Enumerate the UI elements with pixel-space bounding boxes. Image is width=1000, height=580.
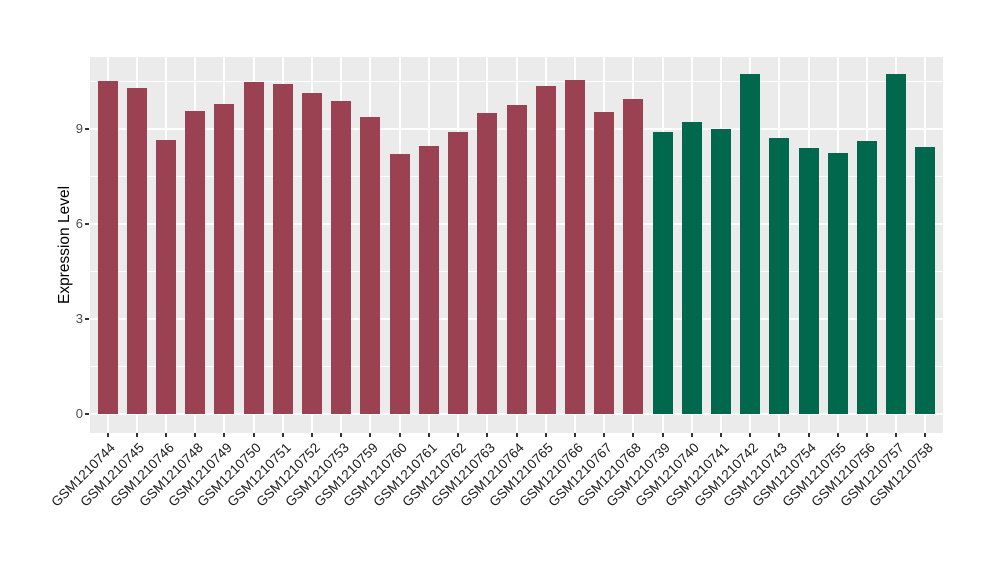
x-axis-tick [807, 433, 810, 437]
x-axis-tick [632, 433, 635, 437]
bar [360, 117, 381, 414]
x-axis-tick [369, 433, 372, 437]
x-axis-tick [281, 433, 284, 437]
x-axis-tick [778, 433, 781, 437]
bar [769, 137, 790, 414]
bar [389, 154, 410, 414]
bar [535, 86, 556, 414]
x-axis-tick [223, 433, 226, 437]
bar [915, 146, 936, 414]
y-axis-title: Expression Level [56, 185, 73, 305]
x-axis-tick [398, 433, 401, 437]
x-axis-tick [573, 433, 576, 437]
x-axis-tick [457, 433, 460, 437]
plot-panel [90, 57, 943, 433]
bar [506, 105, 527, 414]
y-tick-label: 0 [75, 405, 83, 421]
x-axis-tick [194, 433, 197, 437]
bar [418, 146, 439, 414]
bar [477, 113, 498, 414]
y-axis-tick [85, 317, 89, 320]
bar [681, 122, 702, 414]
bar [155, 140, 176, 414]
y-axis-tick [85, 412, 89, 415]
x-axis-tick [866, 433, 869, 437]
x-axis-tick [836, 433, 839, 437]
y-tick-label: 6 [75, 215, 83, 231]
x-axis-tick [427, 433, 430, 437]
bar [564, 80, 585, 414]
x-axis-tick [544, 433, 547, 437]
x-axis-tick [252, 433, 255, 437]
bar [302, 93, 322, 414]
x-axis-tick [661, 433, 664, 437]
x-axis-tick [340, 433, 343, 437]
bar [594, 112, 615, 414]
bar [798, 147, 819, 414]
bar [331, 100, 352, 414]
bar [214, 103, 235, 414]
bar [272, 84, 293, 414]
bar [126, 88, 147, 414]
bar [652, 131, 673, 414]
bar [740, 74, 761, 414]
bar [857, 141, 878, 414]
x-axis-tick [895, 433, 898, 437]
bar [243, 81, 264, 414]
bar [827, 152, 848, 414]
y-axis-tick [85, 127, 89, 130]
x-axis-tick [603, 433, 606, 437]
x-axis-tick [749, 433, 752, 437]
bar [185, 111, 206, 414]
x-axis-tick [164, 433, 167, 437]
bar [623, 98, 644, 414]
x-axis-tick [486, 433, 489, 437]
x-axis-tick [924, 433, 927, 437]
bar [448, 131, 469, 414]
x-axis-tick [690, 433, 693, 437]
x-axis-tick [311, 433, 313, 437]
y-tick-label: 9 [75, 120, 83, 136]
x-axis-tick [719, 433, 722, 437]
y-axis-tick [85, 222, 89, 225]
x-axis-tick [515, 433, 518, 437]
x-axis-tick [135, 433, 138, 437]
x-axis-tick [106, 433, 109, 437]
bar [886, 74, 907, 414]
bar [97, 80, 118, 414]
y-tick-label: 3 [75, 310, 83, 326]
bar [710, 128, 731, 414]
